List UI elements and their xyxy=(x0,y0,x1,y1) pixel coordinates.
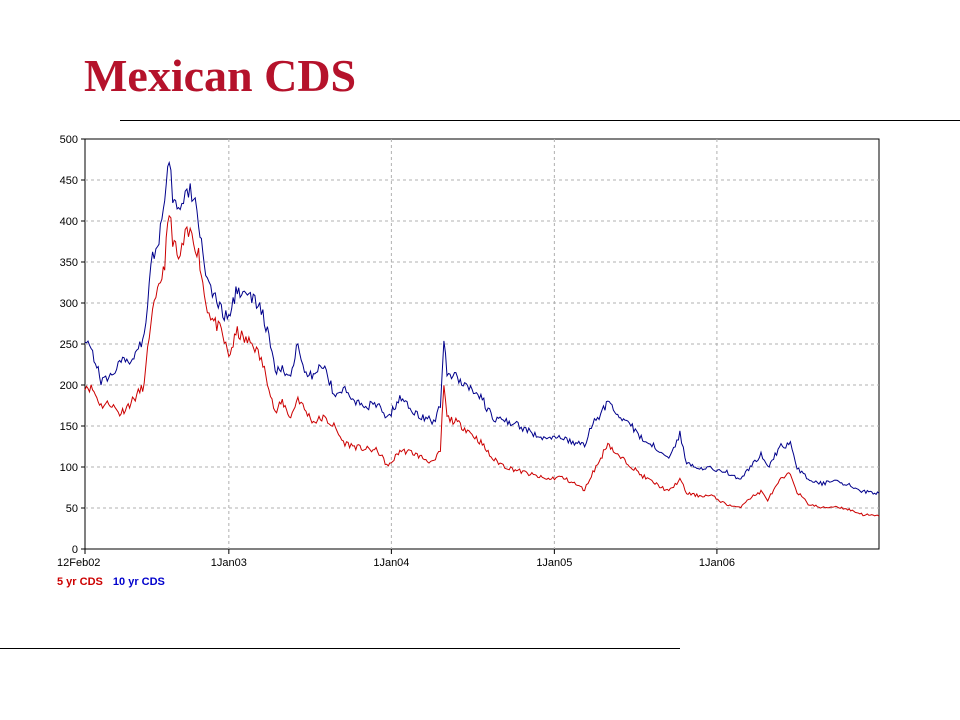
slide-title: Mexican CDS xyxy=(84,50,357,101)
y-tick-label: 200 xyxy=(60,380,78,392)
y-tick-label: 250 xyxy=(60,339,78,351)
title-divider xyxy=(120,120,960,121)
legend: 5 yr CDS 10 yr CDS xyxy=(57,576,172,588)
y-tick-label: 50 xyxy=(66,503,78,515)
x-tick-label: 1Jan03 xyxy=(211,557,247,569)
x-axis: 12Feb02 1Jan03 1Jan04 1Jan05 1Jan06 xyxy=(57,549,735,569)
legend-item-10yr: 10 yr CDS xyxy=(112,576,165,588)
y-tick-label: 0 xyxy=(72,544,78,556)
footer-divider xyxy=(0,648,680,649)
y-tick-label: 450 xyxy=(60,175,78,187)
y-tick-label: 500 xyxy=(60,134,78,146)
y-tick-label: 150 xyxy=(60,421,78,433)
x-tick-label: 12Feb02 xyxy=(57,557,100,569)
y-tick-label: 350 xyxy=(60,257,78,269)
y-tick-label: 300 xyxy=(60,298,78,310)
legend-item-5yr: 5 yr CDS xyxy=(57,576,103,588)
series-line-0 xyxy=(84,214,880,517)
y-tick-label: 100 xyxy=(60,462,78,474)
series-line-1 xyxy=(84,160,880,496)
series-lines xyxy=(84,160,880,517)
x-tick-label: 1Jan04 xyxy=(373,557,409,569)
y-axis: 0 50 100 150 200 250 300 350 400 450 500 xyxy=(60,134,85,556)
x-tick-label: 1Jan05 xyxy=(536,557,572,569)
y-tick-label: 400 xyxy=(60,216,78,228)
x-tick-label: 1Jan06 xyxy=(699,557,735,569)
